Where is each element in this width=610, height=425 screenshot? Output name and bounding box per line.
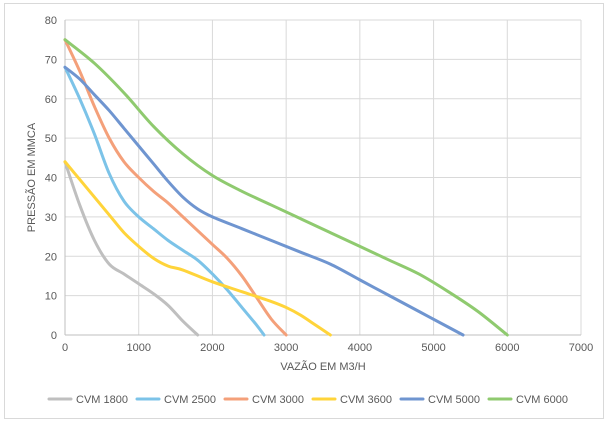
x-tick-label: 3000 [274,342,298,354]
series-line-cvm-3000 [63,38,288,337]
legend-label-cvm-6000: CVM 6000 [516,394,568,406]
y-tick-label: 20 [45,251,57,263]
legend-label-cvm-3600: CVM 3600 [340,394,392,406]
axes [64,20,581,336]
y-tick-label: 10 [45,291,57,303]
y-tick-label: 40 [45,173,57,185]
x-tick-label: 6000 [495,342,519,354]
series-lines [63,38,509,337]
x-tick-label: 4000 [348,342,372,354]
legend-label-cvm-3000: CVM 3000 [252,394,304,406]
tick-labels: 0 1000 2000 3000 4000 5000 6000 7000 0 10 20 30 40 50… [45,15,593,354]
line-chart: 0 1000 2000 3000 4000 5000 6000 7000 0 10 20 30 40 50… [25,15,593,406]
x-tick-label: 7000 [569,342,593,354]
series-line-cvm-6000 [63,38,509,337]
chart-frame: 0 1000 2000 3000 4000 5000 6000 7000 0 10 20 30 40 50… [4,3,604,419]
y-axis-title: PRESSÃO EM MMCA [25,122,38,232]
gridlines [65,19,582,335]
y-tick-label: 70 [45,54,57,66]
legend: CVM 1800 CVM 2500 CVM 3000 CVM 3600 CVM 5000… [47,394,568,406]
y-tick-label: 30 [45,212,57,224]
x-tick-label: 5000 [421,342,445,354]
series-line-cvm-1800 [63,160,200,337]
legend-label-cvm-5000: CVM 5000 [428,394,480,406]
x-tick-label: 2000 [200,342,224,354]
y-tick-label: 0 [51,330,57,342]
y-tick-label: 50 [45,133,57,145]
legend-label-cvm-2500: CVM 2500 [164,394,216,406]
x-tick-label: 1000 [126,342,150,354]
x-axis-title: VAZÃO EM M3/H [280,360,365,373]
legend-label-cvm-1800: CVM 1800 [76,394,128,406]
y-tick-label: 80 [45,15,57,27]
y-tick-label: 60 [45,94,57,106]
series-line-cvm-3600 [63,160,332,337]
series-line-cvm-5000 [63,65,465,337]
x-tick-label: 0 [62,342,68,354]
series-line-cvm-2500 [63,65,266,337]
